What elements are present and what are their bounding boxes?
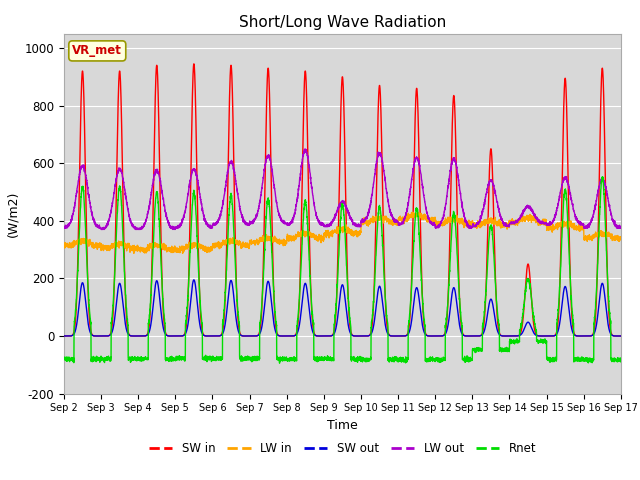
Title: Short/Long Wave Radiation: Short/Long Wave Radiation <box>239 15 446 30</box>
Legend: SW in, LW in, SW out, LW out, Rnet: SW in, LW in, SW out, LW out, Rnet <box>144 437 541 460</box>
X-axis label: Time: Time <box>327 419 358 432</box>
Y-axis label: (W/m2): (W/m2) <box>6 191 19 237</box>
Text: VR_met: VR_met <box>72 44 122 58</box>
